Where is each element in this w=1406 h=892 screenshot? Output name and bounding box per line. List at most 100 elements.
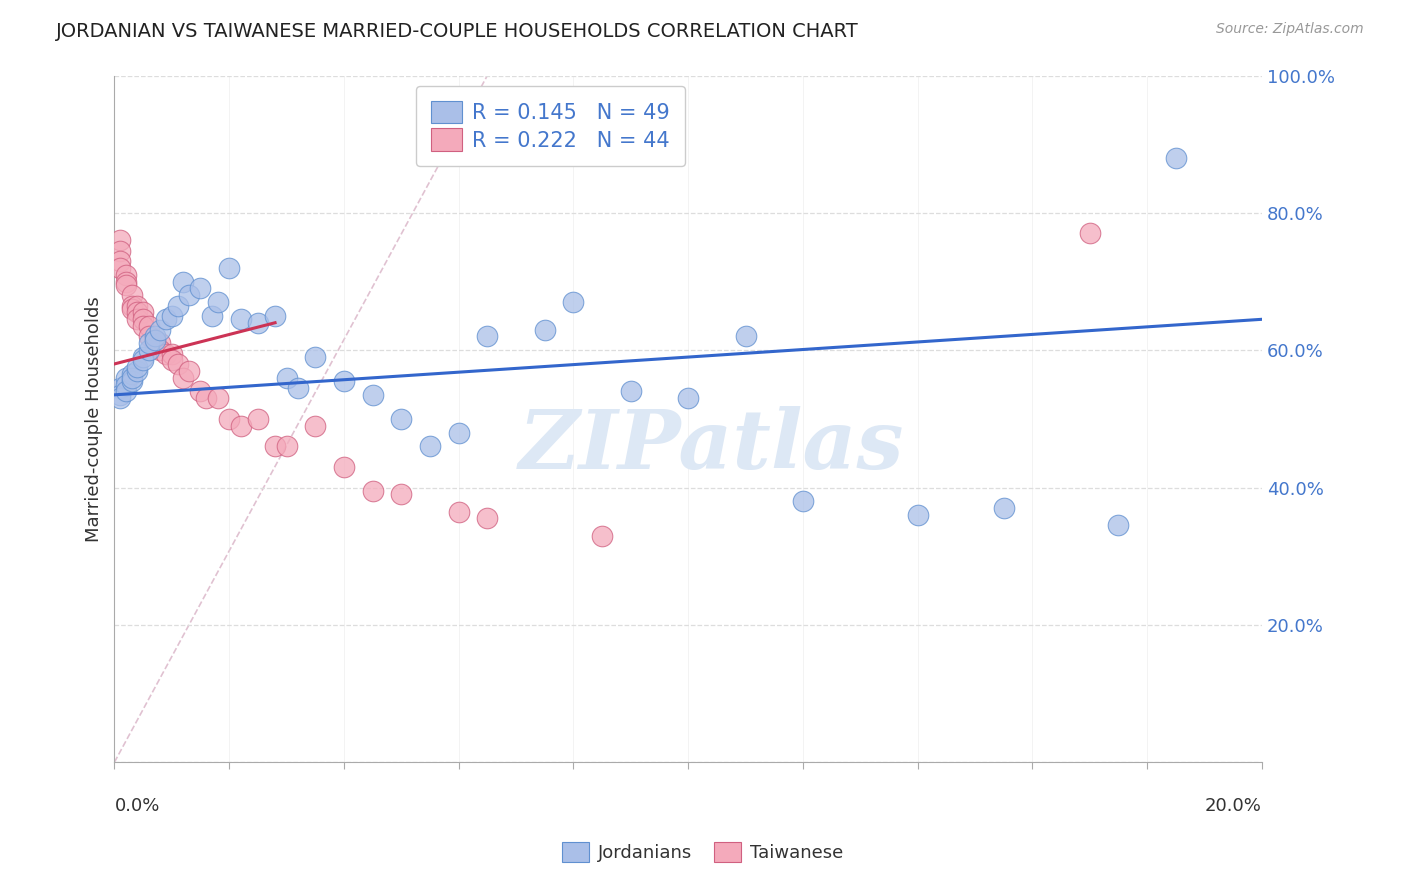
Point (132, 350, 155, 364)
Point (127, 299, 149, 313)
Point (121, 370, 143, 384)
Point (1164, 151, 1187, 165)
Point (115, 268, 138, 282)
Point (149, 336, 172, 351)
Point (108, 388, 131, 402)
Point (229, 312, 252, 326)
Point (907, 508, 929, 522)
Point (447, 505, 470, 519)
Text: ZIPatlas: ZIPatlas (519, 407, 904, 486)
Point (361, 483, 384, 498)
Point (138, 336, 160, 351)
Point (127, 360, 149, 375)
Point (115, 277, 138, 292)
Y-axis label: Married-couple Households: Married-couple Households (86, 296, 103, 541)
Text: Source: ZipAtlas.com: Source: ZipAtlas.com (1216, 22, 1364, 37)
Point (143, 329, 166, 343)
Point (166, 357, 188, 371)
Point (447, 425, 470, 440)
Point (127, 364, 149, 378)
Point (389, 487, 412, 501)
Point (304, 418, 326, 433)
Text: 0.0%: 0.0% (114, 797, 160, 814)
Point (264, 309, 287, 323)
Point (149, 343, 172, 358)
Point (172, 370, 194, 384)
Point (172, 275, 194, 289)
Point (177, 288, 200, 302)
Point (264, 439, 287, 453)
Point (121, 374, 143, 388)
Point (138, 329, 160, 343)
Point (276, 439, 298, 453)
Point (276, 370, 298, 384)
Point (792, 494, 814, 508)
Point (121, 288, 143, 302)
Point (108, 254, 131, 268)
Point (121, 368, 143, 382)
Point (201, 309, 224, 323)
Point (132, 319, 155, 334)
Point (207, 391, 229, 405)
Point (190, 281, 212, 295)
Point (115, 275, 138, 289)
Point (1078, 227, 1101, 241)
Point (143, 340, 166, 354)
Point (218, 260, 240, 275)
Point (246, 316, 269, 330)
Legend: Jordanians, Taiwanese: Jordanians, Taiwanese (555, 835, 851, 870)
Point (229, 418, 252, 433)
Point (333, 459, 356, 474)
Point (246, 412, 269, 426)
Point (127, 312, 149, 326)
Point (115, 377, 138, 392)
Point (160, 309, 183, 323)
Point (108, 233, 131, 247)
Point (108, 260, 131, 275)
Point (138, 319, 160, 334)
Point (734, 329, 756, 343)
Text: 20.0%: 20.0% (1205, 797, 1263, 814)
Point (121, 299, 143, 313)
Text: JORDANIAN VS TAIWANESE MARRIED-COUPLE HOUSEHOLDS CORRELATION CHART: JORDANIAN VS TAIWANESE MARRIED-COUPLE HO… (56, 22, 859, 41)
Point (143, 333, 166, 347)
Point (562, 295, 585, 310)
Point (533, 323, 555, 337)
Point (132, 312, 155, 326)
Point (149, 323, 172, 337)
Point (115, 384, 138, 399)
Point (143, 333, 166, 347)
Point (591, 528, 613, 542)
Point (132, 353, 155, 368)
Point (361, 388, 384, 402)
Point (127, 305, 149, 319)
Point (333, 374, 356, 388)
Legend: R = 0.145   N = 49, R = 0.222   N = 44: R = 0.145 N = 49, R = 0.222 N = 44 (416, 86, 685, 166)
Point (155, 346, 177, 360)
Point (477, 329, 499, 343)
Point (620, 384, 643, 399)
Point (115, 370, 138, 384)
Point (160, 346, 183, 360)
Point (676, 391, 699, 405)
Point (477, 511, 499, 525)
Point (166, 299, 188, 313)
Point (138, 343, 160, 358)
Point (108, 391, 131, 405)
Point (207, 295, 229, 310)
Point (993, 501, 1015, 516)
Point (287, 381, 309, 395)
Point (155, 312, 177, 326)
Point (1107, 518, 1129, 533)
Point (419, 439, 441, 453)
Point (132, 305, 155, 319)
Point (304, 350, 326, 364)
Point (108, 381, 131, 395)
Point (160, 353, 183, 368)
Point (190, 384, 212, 399)
Point (389, 412, 412, 426)
Point (108, 244, 131, 258)
Point (218, 412, 240, 426)
Point (177, 364, 200, 378)
Point (195, 391, 218, 405)
